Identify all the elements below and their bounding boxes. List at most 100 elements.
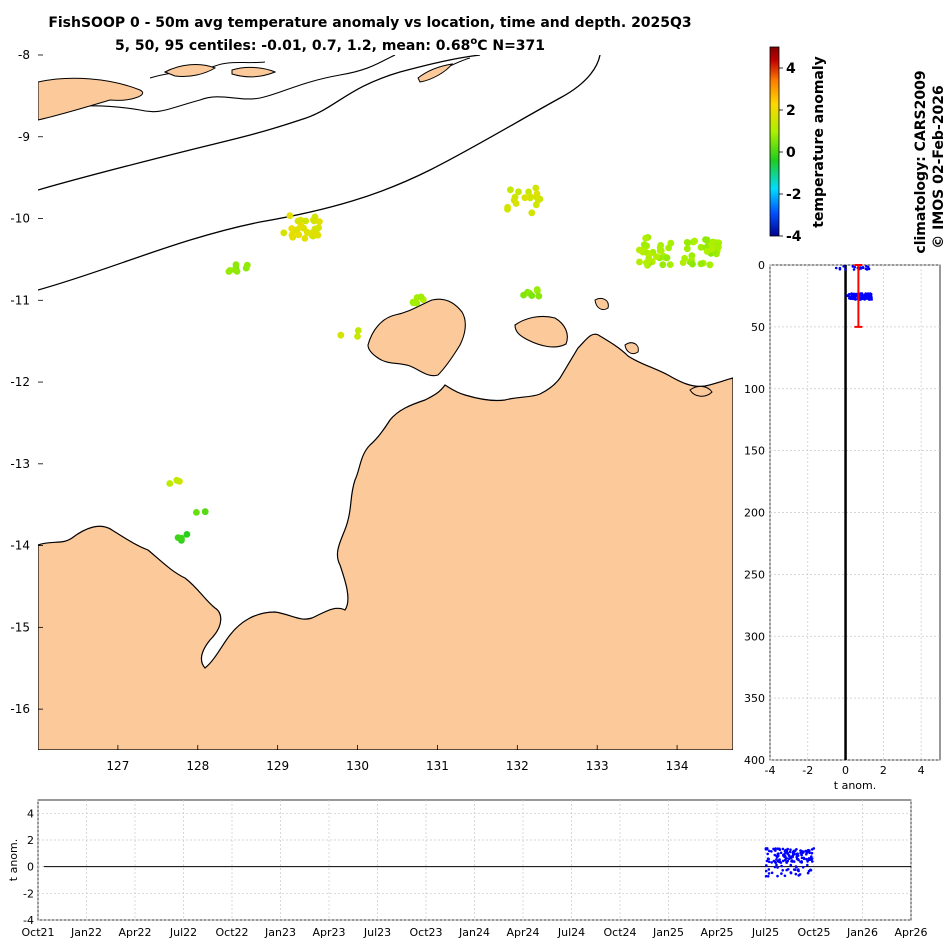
- depth-ytick-label: 0: [758, 259, 765, 272]
- map-ytick-label: -9: [18, 130, 30, 144]
- timeseries-xtick-label: Apr26: [894, 926, 927, 939]
- depth-ytick-label: 350: [744, 692, 765, 705]
- depth-data-point: [867, 294, 871, 298]
- map-data-point: [512, 200, 520, 207]
- map-data-point: [286, 212, 294, 220]
- colorbar: 4 2 0 -2 -4 temperature anomaly: [769, 46, 827, 245]
- timeseries-data-point: [774, 849, 777, 852]
- timeseries-data-point: [780, 864, 783, 868]
- timeseries-data-point: [782, 854, 785, 857]
- map-data-point: [667, 239, 675, 247]
- map-data-point: [354, 327, 362, 334]
- map-data-point: [535, 292, 543, 300]
- map-xtick-label: 130: [346, 759, 369, 773]
- map-data-point: [642, 234, 650, 242]
- timeseries-panel: Oct21 Jan22 Apr22 Jul22 Oct22 Jan23 Apr23 Jul23…: [7, 799, 928, 939]
- timeseries-data-point: [789, 848, 792, 851]
- map-data-point: [532, 201, 540, 209]
- map-content: [38, 55, 733, 750]
- timeseries-data-point: [805, 857, 808, 861]
- timeseries-ytick-label: 4: [27, 807, 34, 820]
- timeseries-data-point: [807, 857, 811, 860]
- timeseries-data-point: [799, 849, 802, 852]
- timeseries-data-point: [806, 871, 810, 875]
- map-ytick-label: -8: [18, 48, 30, 62]
- timeseries-ylabel: t anom.: [7, 839, 20, 881]
- map-data-point: [533, 286, 541, 293]
- timeseries-data: [43, 847, 911, 878]
- timeseries-data-point: [765, 864, 768, 867]
- depth-ytick-label: 300: [744, 630, 765, 643]
- depth-data-point: [848, 296, 852, 299]
- timeseries-data-point: [775, 863, 778, 867]
- map-data-point: [528, 292, 536, 299]
- map-data-point: [417, 293, 425, 301]
- map-data-point: [683, 245, 691, 253]
- timeseries-data-point: [797, 874, 800, 877]
- timeseries-data-point: [779, 851, 783, 855]
- timeseries-data-point: [808, 849, 811, 852]
- timeseries-data-point: [810, 848, 814, 851]
- map-xtick-label: 132: [506, 759, 529, 773]
- depth-ytick-label: 100: [744, 383, 765, 396]
- timeseries-data-point: [789, 863, 793, 867]
- timeseries-xtick-label: Jul25: [751, 926, 779, 939]
- map-data-point: [302, 217, 310, 225]
- depth-data-point: [861, 266, 865, 270]
- timeseries-xtick-label: Jan22: [70, 926, 102, 939]
- map-data-point: [511, 193, 519, 201]
- timeseries-data-point: [788, 850, 792, 854]
- timeseries-data-point: [784, 851, 787, 854]
- depth-xtick-label: 0: [842, 764, 849, 777]
- map-ytick-label: -16: [10, 702, 30, 716]
- timeseries-ytick-label: -2: [23, 887, 34, 900]
- timeseries-data-point: [783, 874, 787, 878]
- timeseries-data-point: [777, 852, 780, 855]
- timeseries-data-point: [785, 861, 788, 864]
- timeseries-ytick-label: 2: [27, 834, 34, 847]
- timeseries-xtick-label: Oct25: [797, 926, 830, 939]
- timeseries-data-point: [785, 848, 789, 852]
- timeseries-data-point: [770, 871, 774, 875]
- land-island: [624, 342, 639, 355]
- map-data-point: [337, 331, 345, 339]
- depth-data-point: [852, 268, 856, 271]
- depth-data-point: [865, 265, 868, 268]
- credit-imos: © IMOS 02-Feb-2026: [931, 85, 947, 248]
- depth-xtick-label: -2: [802, 764, 813, 777]
- map-data-point: [715, 243, 722, 251]
- timeseries-xtick-label: Apr22: [118, 926, 151, 939]
- timeseries-data-point: [781, 847, 785, 851]
- timeseries-data-point: [810, 851, 814, 855]
- timeseries-data-point: [767, 868, 771, 871]
- timeseries-data-point: [810, 855, 813, 858]
- land-island: [367, 298, 466, 377]
- timeseries-data-point: [791, 860, 794, 863]
- timeseries-xtick-label: Oct24: [603, 926, 636, 939]
- contour-line: [38, 55, 601, 291]
- map-data-point: [232, 261, 240, 268]
- land-island: [594, 297, 609, 311]
- timeseries-data-point: [794, 865, 798, 868]
- map-xtick-label: 133: [586, 759, 609, 773]
- timeseries-data-point: [789, 856, 792, 860]
- timeseries-data-point: [787, 854, 791, 858]
- timeseries-data-point: [785, 857, 788, 860]
- depth-xlabel: t anom.: [834, 779, 876, 792]
- depth-data-point: [859, 298, 862, 301]
- map-data-point: [183, 531, 191, 538]
- map-data-point: [304, 229, 311, 237]
- timeseries-xtick-label: Jan26: [846, 926, 878, 939]
- timeseries-data-point: [767, 872, 771, 875]
- land-island: [163, 64, 217, 77]
- timeseries-data-point: [795, 854, 799, 858]
- timeseries-data-point: [773, 865, 777, 869]
- depth-ytick-label: 400: [744, 754, 765, 767]
- timeseries-data-point: [766, 875, 770, 878]
- timeseries-xtick-label: Jan25: [652, 926, 684, 939]
- map-data-point: [697, 260, 705, 268]
- timeseries-data-point: [789, 871, 793, 875]
- timeseries-data-point: [767, 857, 770, 861]
- map-data-point: [280, 229, 288, 237]
